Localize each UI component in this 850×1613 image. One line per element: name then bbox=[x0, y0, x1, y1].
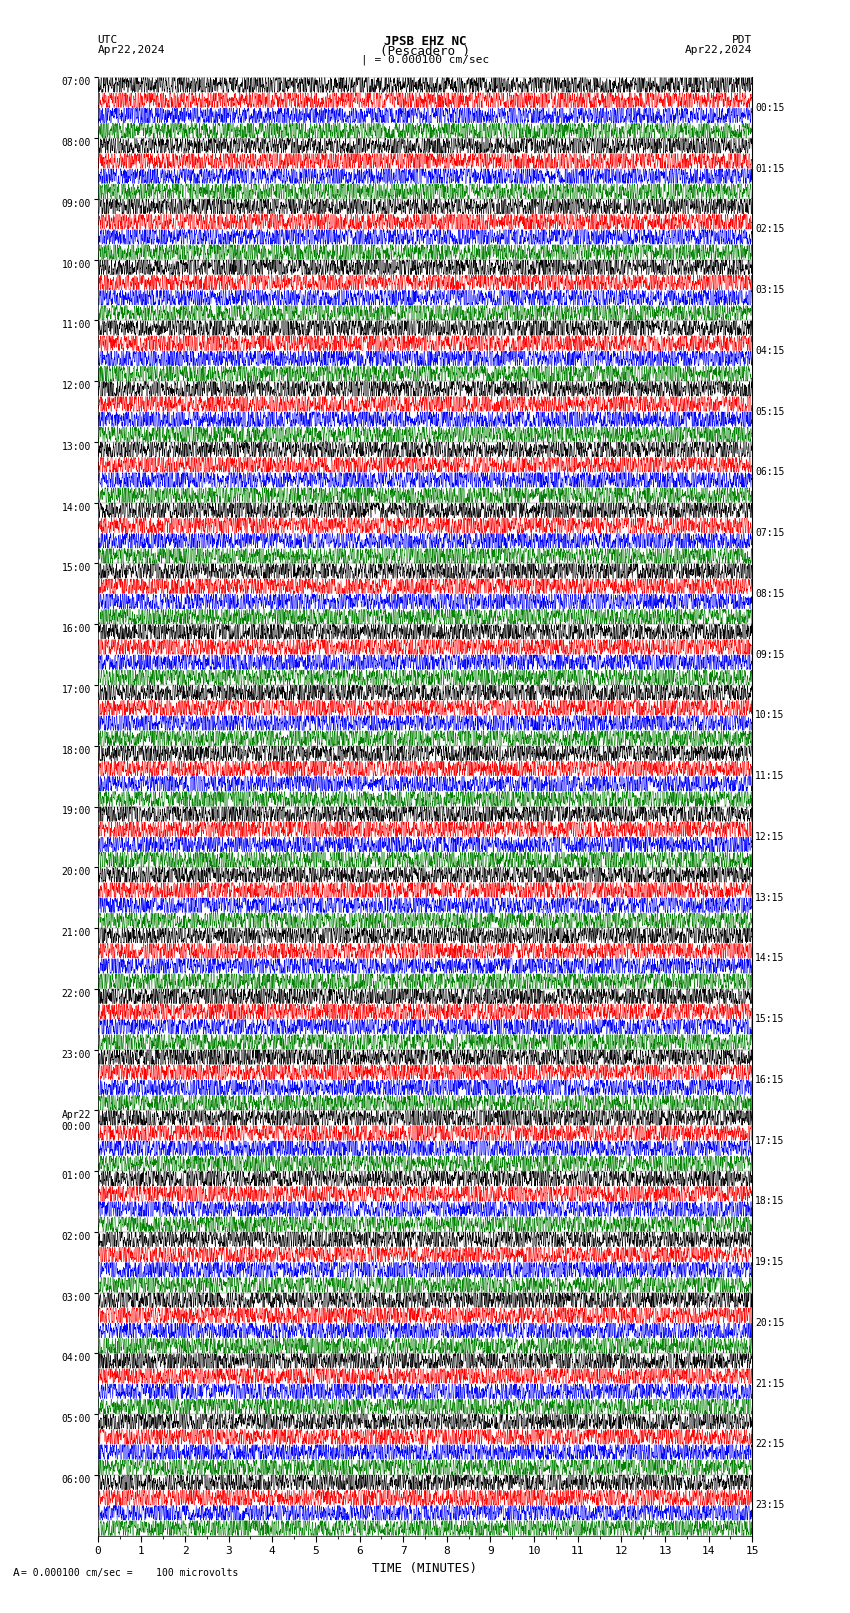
Text: PDT: PDT bbox=[732, 35, 752, 45]
Text: Apr22,2024: Apr22,2024 bbox=[98, 45, 165, 55]
Text: JPSB EHZ NC: JPSB EHZ NC bbox=[383, 35, 467, 48]
Text: | = 0.000100 cm/sec: | = 0.000100 cm/sec bbox=[361, 55, 489, 66]
Text: A: A bbox=[13, 1568, 20, 1578]
Text: = 0.000100 cm/sec =    100 microvolts: = 0.000100 cm/sec = 100 microvolts bbox=[21, 1568, 239, 1578]
X-axis label: TIME (MINUTES): TIME (MINUTES) bbox=[372, 1561, 478, 1574]
Text: (Pescadero ): (Pescadero ) bbox=[380, 45, 470, 58]
Text: Apr22,2024: Apr22,2024 bbox=[685, 45, 752, 55]
Text: UTC: UTC bbox=[98, 35, 118, 45]
